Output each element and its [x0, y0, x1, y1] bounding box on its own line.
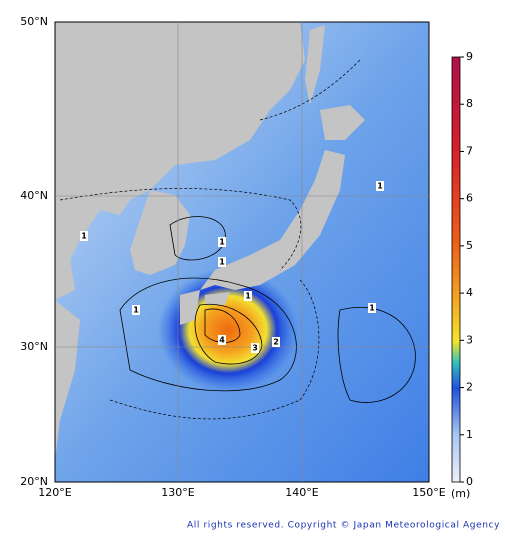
contour-label: 1	[369, 304, 375, 313]
colorbar-tick-label: 0	[466, 475, 473, 488]
colorbar-tick-label: 4	[466, 286, 473, 299]
lon-label: 130°E	[161, 486, 194, 499]
lat-label: 20°N	[20, 475, 48, 488]
honshu	[200, 150, 345, 290]
contour-label: 1	[219, 258, 225, 267]
contour-label-box	[244, 291, 252, 301]
contour-label: 1	[245, 292, 251, 301]
map-area	[55, 22, 429, 482]
contour-label: 1	[377, 182, 383, 191]
hokkaido	[320, 105, 365, 140]
contour-label: 2	[273, 338, 279, 347]
contour-label-box	[218, 257, 226, 267]
contour-label-box	[132, 305, 140, 315]
kyushu	[180, 290, 200, 325]
contour-label: 3	[252, 344, 258, 353]
lat-label: 30°N	[20, 340, 48, 353]
colorbar-tick-label: 2	[466, 381, 473, 394]
colorbar-tick-label: 8	[466, 97, 473, 110]
colorbar	[451, 56, 461, 483]
contour-label: 1	[133, 306, 139, 315]
graticule	[55, 22, 429, 482]
contour-label-box	[376, 181, 384, 191]
dashed-contours	[59, 59, 361, 420]
contour-label: 4	[219, 336, 225, 345]
contour-label: 1	[219, 238, 225, 247]
colorbar-tick-label: 1	[466, 428, 473, 441]
shikoku	[205, 292, 230, 305]
contour-label-box	[368, 303, 376, 313]
colorbar-unit: (m)	[451, 487, 470, 500]
map-frame	[54, 21, 430, 483]
lon-label: 150°E	[412, 486, 445, 499]
continent	[55, 22, 305, 300]
lat-label: 40°N	[20, 189, 48, 202]
colorbar-tick-label: 7	[466, 144, 473, 157]
colorbar-tick-label: 9	[466, 50, 473, 63]
lon-label: 120°E	[38, 486, 71, 499]
contour-label-box	[272, 337, 280, 347]
lat-label: 50°N	[20, 15, 48, 28]
colorbar-tick-label: 5	[466, 239, 473, 252]
sakhalin	[305, 25, 325, 105]
continent-south	[55, 300, 80, 460]
contour-label-box	[218, 237, 226, 247]
contour-label: 1	[81, 232, 87, 241]
contour-label-box	[218, 335, 226, 345]
contour-label-box	[251, 343, 259, 353]
colorbar-tick-label: 3	[466, 333, 473, 346]
colorbar-tick-label: 6	[466, 192, 473, 205]
contour-label-box	[80, 231, 88, 241]
copyright: All rights reserved. Copyright © Japan M…	[187, 521, 500, 531]
lon-label: 140°E	[285, 486, 318, 499]
